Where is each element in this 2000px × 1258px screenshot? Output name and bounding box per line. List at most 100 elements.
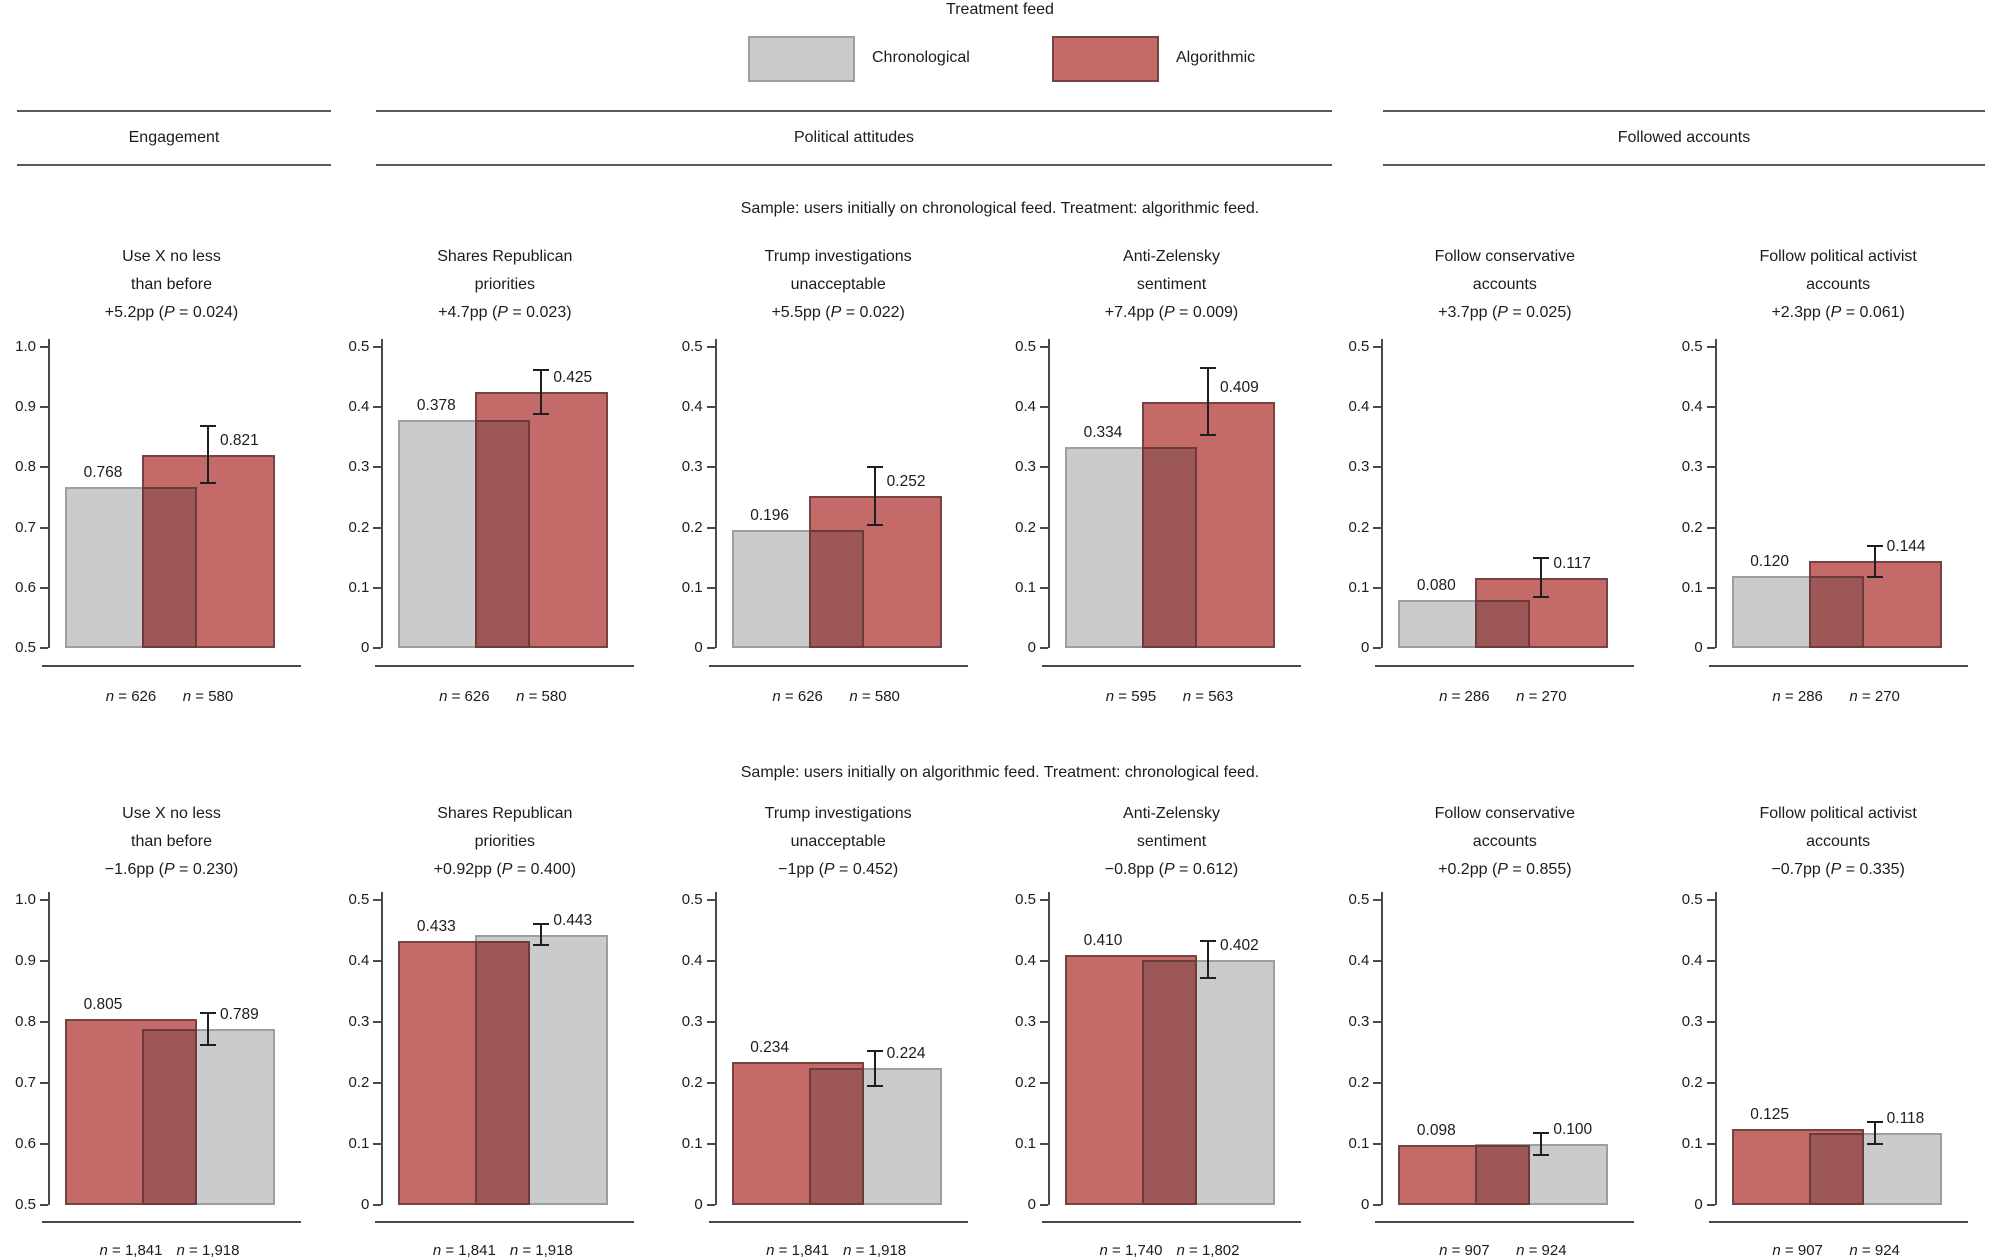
y-tick — [1373, 1204, 1382, 1206]
y-axis-line — [714, 892, 717, 1205]
y-tick-label: 0 — [360, 639, 370, 656]
bar-overlap-region — [1142, 446, 1197, 648]
panel-title-line: Follow conservative — [1434, 248, 1576, 265]
y-tick — [1706, 346, 1715, 348]
y-tick — [1706, 1021, 1715, 1023]
panel-title-line: priorities — [474, 833, 536, 850]
y-tick — [40, 1021, 48, 1023]
sample-size-label: n = 1,841 — [99, 1242, 163, 1258]
group-header-followed-accounts: Followed accounts — [1383, 110, 1985, 166]
y-tick-label: 0.4 — [681, 398, 703, 416]
y-tick-label: 0 — [694, 639, 703, 656]
row-subtitle: Sample: users initially on algorithmic f… — [740, 764, 1260, 781]
y-tick-label: 0.3 — [1681, 458, 1703, 476]
y-tick-label: 0.1 — [1015, 1135, 1036, 1152]
y-tick — [706, 1082, 715, 1084]
bar-value-label: 0.378 — [416, 397, 456, 415]
y-tick-label: 0 — [360, 1196, 370, 1213]
y-tick — [1706, 1082, 1715, 1084]
legend-swatch-chronological — [748, 36, 855, 82]
sample-size-label: n = 1,841 — [766, 1242, 830, 1258]
y-tick-label: 0.2 — [1348, 518, 1370, 536]
y-tick-label: 0 — [1694, 1196, 1703, 1213]
y-tick-label: 0.4 — [1015, 952, 1036, 969]
x-axis-line — [1708, 665, 1968, 667]
x-axis-line — [708, 1221, 968, 1223]
y-tick — [1706, 899, 1715, 901]
sample-size-label: n = 270 — [1849, 688, 1900, 705]
error-bar-line — [873, 467, 876, 526]
y-tick — [1706, 526, 1715, 529]
y-tick-label: 0.3 — [681, 458, 703, 476]
y-tick-label: 0.8 — [15, 458, 36, 476]
y-tick — [40, 647, 48, 649]
panel-title-line: priorities — [474, 276, 536, 293]
y-axis-line — [1048, 892, 1050, 1205]
y-tick-label: 0.2 — [348, 1074, 370, 1091]
y-tick — [373, 526, 382, 529]
bar-value-label: 0.789 — [220, 1005, 259, 1023]
y-tick-label: 0.5 — [348, 338, 370, 355]
error-bar-cap-top — [866, 466, 883, 469]
bar-value-label: 0.224 — [886, 1045, 926, 1063]
panel-title-line: Trump investigations — [764, 805, 912, 822]
plot-area: 0.125 0.118 — [1717, 900, 1960, 1205]
x-axis-line — [1375, 665, 1635, 667]
sample-size-label: n = 1,802 — [1176, 1242, 1240, 1258]
panel-title: Follow political activist accounts −0.7pp … — [1697, 800, 1980, 884]
plot-area: 0.098 0.100 — [1383, 900, 1626, 1205]
panel-effect-label: +5.2pp (P = 0.024) — [104, 304, 239, 321]
panel-effect-label: −1pp (P = 0.452) — [778, 861, 899, 878]
y-tick-label: 0.5 — [681, 338, 703, 355]
y-tick — [706, 586, 715, 589]
panel-title-line: sentiment — [1136, 276, 1207, 293]
y-tick-label: 0.1 — [1681, 1135, 1703, 1152]
plot-area: 0.378 0.425 — [383, 347, 626, 648]
y-tick-label: 0.3 — [1681, 1013, 1703, 1030]
error-bar-line — [207, 426, 209, 484]
bar-value-label: 0.821 — [220, 431, 259, 449]
sample-size-label: n = 1,740 — [1099, 1242, 1163, 1258]
error-bar-line — [1540, 558, 1543, 597]
y-tick-label: 0.3 — [681, 1013, 703, 1030]
y-tick — [1040, 960, 1048, 962]
panel-title: Follow conservative accounts +0.2pp (P = 0… — [1363, 800, 1646, 884]
y-tick — [1040, 647, 1048, 649]
panel-title-line: Follow political activist — [1759, 805, 1917, 822]
panel-title: Use X no less than before −1.6pp (P = 0.23… — [30, 800, 313, 884]
bar-overlap-region — [142, 1028, 197, 1205]
y-tick — [40, 586, 48, 589]
y-axis-line — [381, 892, 384, 1205]
y-tick — [1373, 899, 1382, 901]
error-bar-line — [540, 370, 543, 414]
y-tick-label: 0.2 — [1015, 1074, 1036, 1091]
y-tick-label: 0.1 — [1681, 578, 1703, 596]
bar-value-label: 0.120 — [1750, 552, 1790, 570]
plot-area: 0.433 0.443 — [383, 900, 626, 1205]
legend-title: Treatment feed — [946, 1, 1054, 18]
y-tick — [706, 960, 715, 962]
y-tick-label: 0.3 — [1348, 458, 1370, 476]
y-tick — [373, 586, 382, 589]
y-tick-label: 0.5 — [681, 891, 703, 908]
y-tick-label: 0.5 — [1681, 338, 1703, 355]
y-tick-label: 0.9 — [15, 952, 36, 969]
y-tick — [706, 346, 715, 348]
y-tick — [1373, 647, 1382, 649]
sample-size-label: n = 924 — [1849, 1242, 1900, 1258]
sample-size-label: n = 1,918 — [176, 1242, 240, 1258]
y-tick — [373, 960, 382, 962]
panel-title-line: Shares Republican — [437, 805, 573, 822]
y-tick-label: 0 — [1694, 639, 1703, 656]
y-tick-label: 0 — [1027, 639, 1036, 656]
sample-size-label: n = 563 — [1182, 688, 1234, 705]
bar-value-label: 0.768 — [83, 463, 123, 481]
error-bar-cap-bottom — [1866, 1143, 1883, 1145]
panel-effect-label: +0.92pp (P = 0.400) — [433, 861, 576, 878]
sample-size-label: n = 907 — [1772, 1242, 1823, 1258]
bar-value-label: 0.196 — [750, 507, 790, 525]
y-tick-label: 0.5 — [1015, 891, 1036, 908]
y-tick-label: 0.5 — [1015, 338, 1036, 355]
y-tick — [706, 647, 715, 649]
